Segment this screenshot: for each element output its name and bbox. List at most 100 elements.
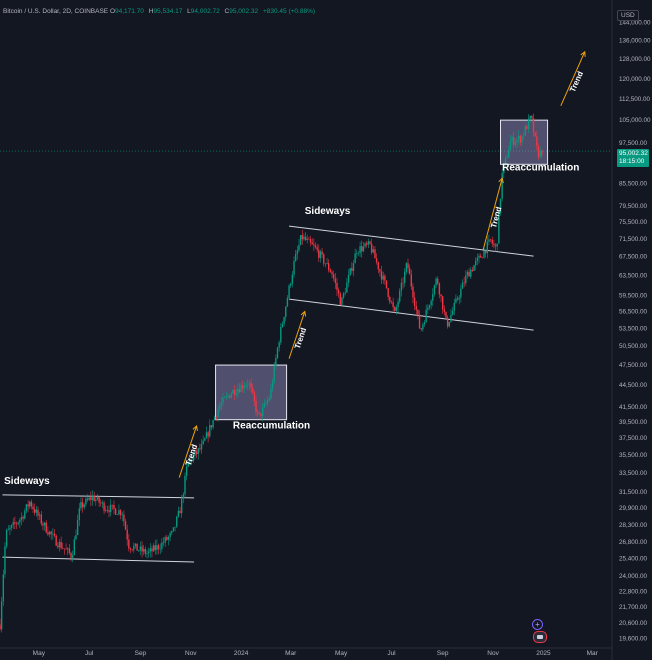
low-value: 94,002.72 [190, 8, 220, 15]
candle-body [375, 258, 378, 262]
candle-body [529, 115, 531, 119]
change-value: +830.45 (+0.88%) [262, 8, 316, 15]
candle-body [197, 448, 199, 455]
event-flag-icon[interactable] [533, 631, 547, 643]
annotation-label: Sideways [4, 476, 50, 487]
candle-body [323, 254, 325, 264]
candle-body [527, 118, 530, 130]
bar-countdown: 18:15:00 [619, 158, 645, 165]
candle-body [220, 402, 223, 406]
candle-body [161, 542, 163, 549]
y-tick-label: 31,500.00 [619, 489, 648, 496]
candle-body [456, 298, 459, 300]
candle-body [129, 548, 132, 550]
high-value: 95,534.17 [153, 8, 183, 15]
candle-body [281, 323, 284, 328]
candle-body [210, 425, 213, 428]
candle-body [101, 502, 104, 504]
candle-body [85, 498, 87, 505]
candle-body [252, 387, 254, 393]
candle-body [425, 309, 427, 323]
candle-body [329, 269, 332, 273]
candle-body [268, 398, 270, 401]
candle-body [509, 140, 512, 151]
candle-body [438, 283, 441, 295]
candle-body [83, 504, 85, 508]
candle-body [121, 514, 123, 516]
trend-label: Trend [293, 326, 308, 350]
candle-body [230, 393, 232, 398]
candle-body [380, 271, 383, 280]
candle-body [52, 533, 54, 535]
candle-body [524, 126, 526, 136]
candle-body [133, 546, 135, 550]
candle-body [275, 357, 277, 366]
candle-body [513, 137, 515, 145]
candle-body [43, 522, 46, 526]
candle-body [118, 510, 120, 515]
candle-body [271, 382, 274, 389]
candle-body [159, 548, 161, 550]
candle-body [413, 297, 416, 307]
candle-body [228, 395, 231, 398]
candle-body [377, 261, 379, 270]
candle-body [479, 255, 482, 258]
candle-body [22, 516, 24, 519]
candle-body [4, 546, 6, 575]
candle-body [261, 407, 264, 417]
candle-body [37, 509, 39, 516]
candle-body [369, 241, 371, 244]
candle-body [440, 294, 442, 297]
candle-body [71, 555, 74, 558]
candle-body [156, 545, 158, 551]
candle-body [55, 535, 57, 546]
candle-body [336, 282, 338, 290]
candle-body [9, 527, 11, 530]
candle-body [86, 498, 89, 500]
add-alert-icon[interactable]: + [532, 619, 543, 630]
candle-body [328, 263, 330, 270]
candle-body [314, 245, 317, 248]
candle-body [517, 136, 520, 140]
currency-button[interactable]: USD [617, 10, 639, 21]
channel-line [289, 225, 534, 257]
open-value: 94,171.70 [115, 8, 144, 15]
candle-body [537, 146, 540, 158]
candle-body [70, 552, 72, 558]
candle-body [309, 239, 312, 243]
candle-body [53, 533, 56, 536]
candle-body [65, 548, 67, 550]
candle-body [90, 497, 92, 500]
y-tick-label: 29,900.00 [619, 505, 648, 512]
candle-body [164, 537, 166, 543]
candle-body [27, 504, 29, 507]
candle-body [362, 246, 365, 252]
candle-body [235, 393, 237, 395]
candle-body [217, 409, 219, 417]
y-tick-label: 37,500.00 [619, 435, 648, 442]
candle-body [488, 239, 490, 242]
candle-body [489, 239, 492, 241]
candle-body [499, 198, 502, 214]
x-tick-label: May [33, 650, 46, 657]
candle-body [311, 242, 313, 245]
candle-body [260, 413, 262, 417]
trend-arrowhead [498, 177, 504, 184]
close-value: 95,002.32 [229, 8, 259, 15]
candle-body [214, 416, 216, 421]
candle-body [45, 522, 47, 533]
candle-body [76, 519, 79, 536]
candle-body [154, 545, 156, 551]
candle-body [81, 502, 84, 508]
candle-body [202, 440, 204, 444]
candle-body [250, 383, 252, 388]
candle-body [240, 384, 242, 392]
x-tick-label: May [335, 650, 348, 657]
trend-label: Trend [184, 443, 200, 467]
candle-body [179, 510, 181, 514]
y-tick-label: 22,800.00 [619, 589, 648, 596]
candle-body [200, 443, 203, 450]
candle-body [466, 271, 469, 276]
